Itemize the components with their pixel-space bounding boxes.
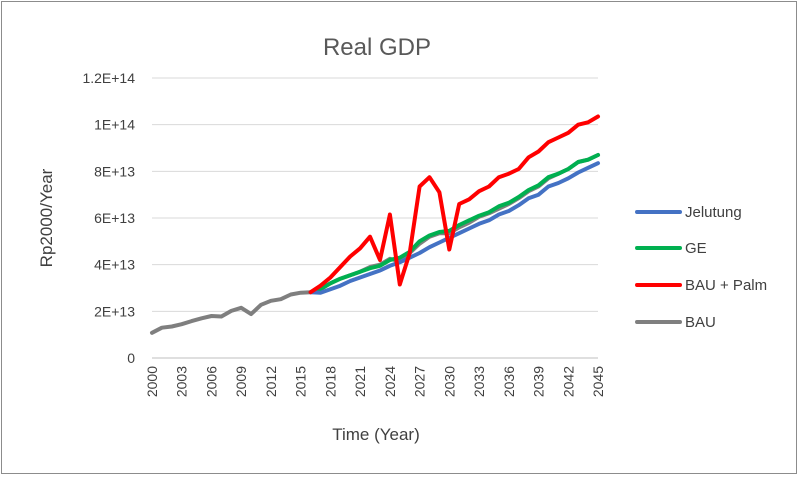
- x-tick-label: 2027: [412, 366, 428, 397]
- x-tick-label: 2003: [174, 366, 190, 397]
- x-tick-label: 2012: [263, 366, 279, 397]
- chart-title: Real GDP: [323, 34, 431, 61]
- y-tick-label: 1.2E+14: [82, 70, 135, 86]
- x-tick-label: 2000: [144, 366, 160, 397]
- gridlines: [152, 77, 598, 359]
- y-tick-label: 6E+13: [94, 210, 135, 226]
- x-tick-label: 2024: [382, 366, 398, 397]
- y-tick-label: 2E+13: [94, 303, 135, 319]
- x-tick-label: 2030: [441, 366, 457, 397]
- x-axis-ticks: 2000 2003 2006 2009 2012 2015 2018 2021 2024 2027…: [144, 366, 606, 397]
- legend-label: GE: [685, 240, 707, 257]
- y-axis-label: Rp2000/Year: [37, 168, 56, 267]
- x-tick-label: 2042: [560, 366, 576, 397]
- legend-label: BAU: [685, 314, 716, 331]
- x-tick-label: 2021: [352, 366, 368, 397]
- y-tick-label: 0: [127, 350, 135, 366]
- y-tick-label: 8E+13: [94, 163, 135, 179]
- x-axis-label: Time (Year): [332, 425, 420, 444]
- x-tick-label: 2018: [322, 366, 338, 397]
- legend: Jelutung GE BAU + Palm BAU: [635, 204, 767, 331]
- series-line-bau-palm: [308, 114, 600, 295]
- legend-label: BAU + Palm: [685, 277, 767, 294]
- x-tick-label: 2033: [471, 366, 487, 397]
- x-tick-label: 2006: [203, 366, 219, 397]
- legend-label: Jelutung: [685, 204, 742, 221]
- x-tick-label: 2039: [531, 366, 547, 397]
- y-tick-label: 1E+14: [94, 117, 135, 133]
- y-tick-label: 4E+13: [94, 257, 135, 273]
- x-tick-label: 2015: [293, 366, 309, 397]
- series-lines: [150, 114, 600, 335]
- x-tick-label: 2009: [233, 366, 249, 397]
- y-axis-ticks: 0 2E+13 4E+13 6E+13 8E+13 1E+14 1.2E+14: [82, 70, 135, 366]
- x-tick-label: 2045: [590, 366, 606, 397]
- x-tick-label: 2036: [501, 366, 517, 397]
